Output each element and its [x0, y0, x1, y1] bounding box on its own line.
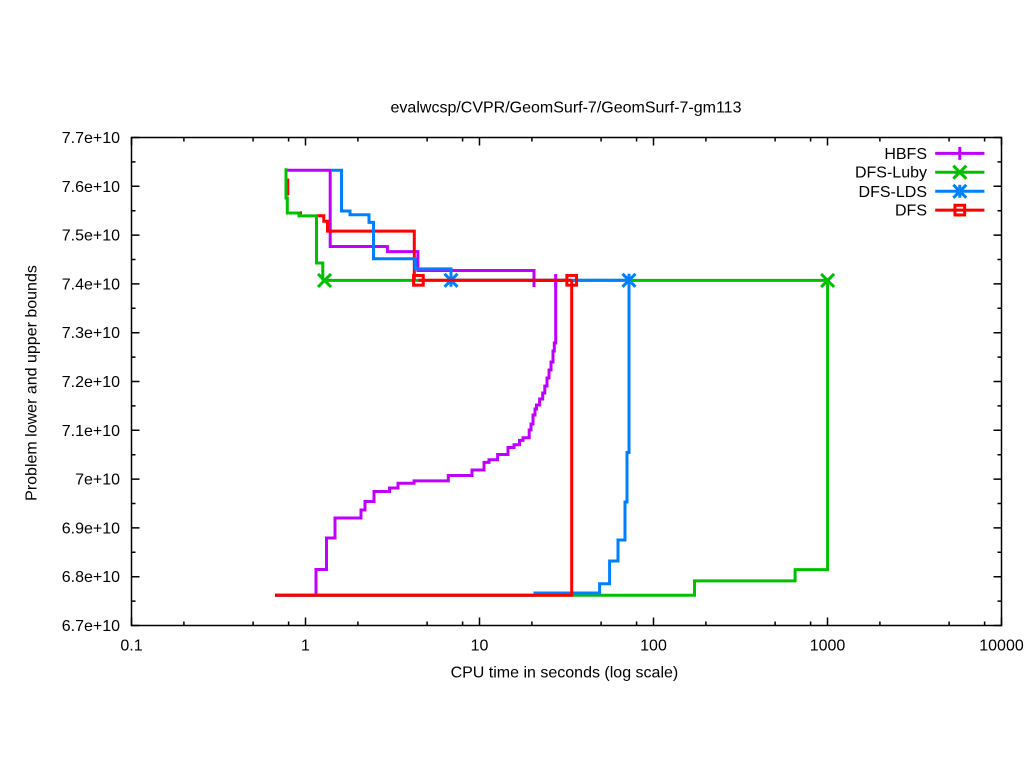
svg-text:100: 100 — [640, 638, 667, 655]
svg-text:7.7e+10: 7.7e+10 — [62, 130, 120, 147]
svg-text:7.5e+10: 7.5e+10 — [62, 228, 120, 245]
svg-text:6.7e+10: 6.7e+10 — [62, 618, 120, 635]
svg-text:HBFS: HBFS — [884, 146, 927, 163]
svg-text:1: 1 — [301, 638, 310, 655]
svg-text:6.9e+10: 6.9e+10 — [62, 520, 120, 537]
svg-text:10000: 10000 — [979, 638, 1024, 655]
svg-text:evalwcsp/CVPR/GeomSurf-7/GeomS: evalwcsp/CVPR/GeomSurf-7/GeomSurf-7-gm11… — [391, 100, 742, 117]
svg-text:DFS-LDS: DFS-LDS — [859, 184, 927, 201]
svg-text:10: 10 — [471, 638, 489, 655]
svg-text:7.1e+10: 7.1e+10 — [62, 423, 120, 440]
svg-text:1000: 1000 — [810, 638, 846, 655]
svg-text:CPU time in seconds (log scale: CPU time in seconds (log scale) — [451, 665, 679, 682]
svg-text:7.6e+10: 7.6e+10 — [62, 179, 120, 196]
svg-text:DFS: DFS — [895, 203, 927, 220]
svg-text:DFS-Luby: DFS-Luby — [855, 165, 927, 182]
svg-text:6.8e+10: 6.8e+10 — [62, 569, 120, 586]
svg-text:7.4e+10: 7.4e+10 — [62, 276, 120, 293]
svg-text:Problem lower and upper bounds: Problem lower and upper bounds — [24, 265, 41, 501]
svg-text:0.1: 0.1 — [120, 638, 142, 655]
svg-text:7e+10: 7e+10 — [75, 472, 120, 489]
svg-text:7.3e+10: 7.3e+10 — [62, 325, 120, 342]
svg-text:7.2e+10: 7.2e+10 — [62, 374, 120, 391]
